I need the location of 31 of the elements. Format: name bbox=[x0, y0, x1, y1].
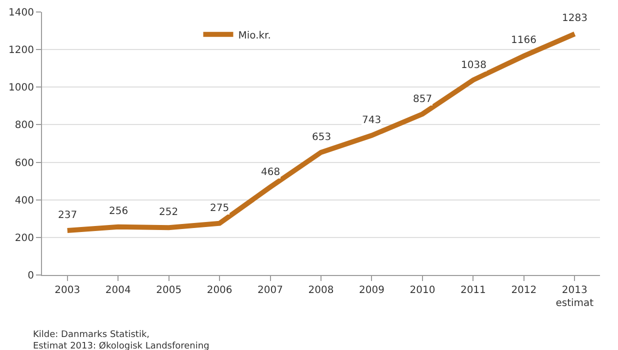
data-label: 1166 bbox=[511, 35, 536, 46]
y-tick-label: 400 bbox=[14, 195, 34, 206]
x-tick-label: 2010 bbox=[410, 285, 436, 296]
x-tick-label: 2012 bbox=[511, 285, 537, 296]
y-tick-label: 1000 bbox=[8, 82, 34, 94]
y-tick-label: 1200 bbox=[8, 45, 34, 56]
x-tick-label: 2013 estimat bbox=[556, 285, 594, 309]
y-tick-label: 0 bbox=[28, 270, 34, 282]
x-tick-label: 2004 bbox=[105, 285, 131, 296]
x-tick-label: 2011 bbox=[460, 285, 486, 296]
data-label: 275 bbox=[210, 203, 230, 214]
y-tick-label: 200 bbox=[14, 232, 34, 244]
y-tick-label: 1400 bbox=[8, 8, 34, 18]
data-label: 237 bbox=[58, 210, 78, 221]
x-tick-label: 2009 bbox=[359, 285, 384, 296]
legend-label: Mio.kr. bbox=[238, 30, 271, 42]
data-label: 857 bbox=[413, 94, 432, 105]
data-label: 468 bbox=[261, 167, 280, 178]
data-label: 1283 bbox=[562, 13, 588, 24]
data-label: 1038 bbox=[461, 60, 486, 71]
x-tick-label: 2005 bbox=[156, 285, 182, 296]
y-tick-label: 600 bbox=[14, 158, 34, 169]
y-tick-label: 800 bbox=[14, 120, 34, 132]
x-tick-label: 2008 bbox=[308, 285, 334, 296]
data-label: 743 bbox=[362, 115, 382, 126]
data-label: 653 bbox=[312, 132, 332, 143]
x-tick-label: 2007 bbox=[258, 285, 283, 296]
data-label: 252 bbox=[159, 207, 178, 218]
x-tick-label: 2006 bbox=[206, 285, 232, 296]
x-tick-label: 2003 bbox=[54, 285, 80, 296]
data-label: 256 bbox=[109, 206, 128, 217]
